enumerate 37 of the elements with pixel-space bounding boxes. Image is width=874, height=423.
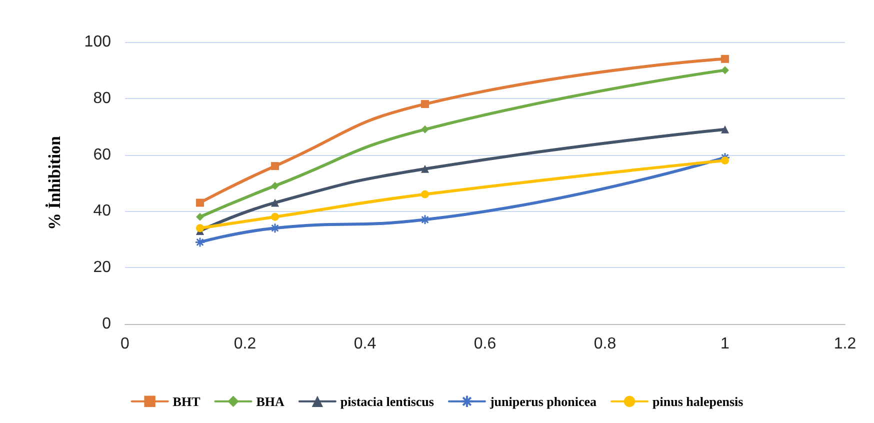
y-tick-label: 80 <box>93 90 112 107</box>
y-tick-label: 60 <box>93 146 112 164</box>
point <box>271 212 279 221</box>
legend-label: pistacia lentiscus <box>340 394 434 409</box>
point <box>270 222 280 234</box>
y-axis-title: % İnhibition <box>45 135 64 230</box>
point <box>194 236 206 248</box>
point <box>196 212 204 221</box>
x-tick-label: 0.2 <box>234 336 256 352</box>
point <box>721 156 729 164</box>
legend-label: BHT <box>172 394 201 409</box>
point <box>271 198 279 207</box>
y-tick-label: 20 <box>93 259 112 276</box>
y-tick-label: 100 <box>84 34 112 50</box>
point <box>721 125 729 134</box>
point <box>721 54 729 63</box>
legend-label: pinus halepensis <box>652 394 744 409</box>
x-tick-label: 1 <box>720 336 730 352</box>
point <box>196 198 204 207</box>
point <box>196 224 204 232</box>
x-tick-label: 0.4 <box>354 336 376 352</box>
point <box>421 100 429 108</box>
point <box>421 164 429 173</box>
x-tick-label: 0.8 <box>594 336 616 352</box>
point <box>421 190 429 198</box>
legend-label: juniperus phonicea <box>488 394 598 409</box>
y-tick-label: 0 <box>102 316 112 332</box>
x-tick-label: 0 <box>120 336 130 352</box>
point <box>721 66 729 74</box>
point <box>271 162 279 170</box>
point <box>420 214 430 225</box>
legend-label: BHA <box>256 394 286 409</box>
y-tick-label: 40 <box>93 202 112 220</box>
x-tick-label: 0.6 <box>474 336 496 352</box>
point <box>271 182 279 190</box>
x-tick-label: 1.2 <box>834 336 856 352</box>
point <box>421 125 429 134</box>
